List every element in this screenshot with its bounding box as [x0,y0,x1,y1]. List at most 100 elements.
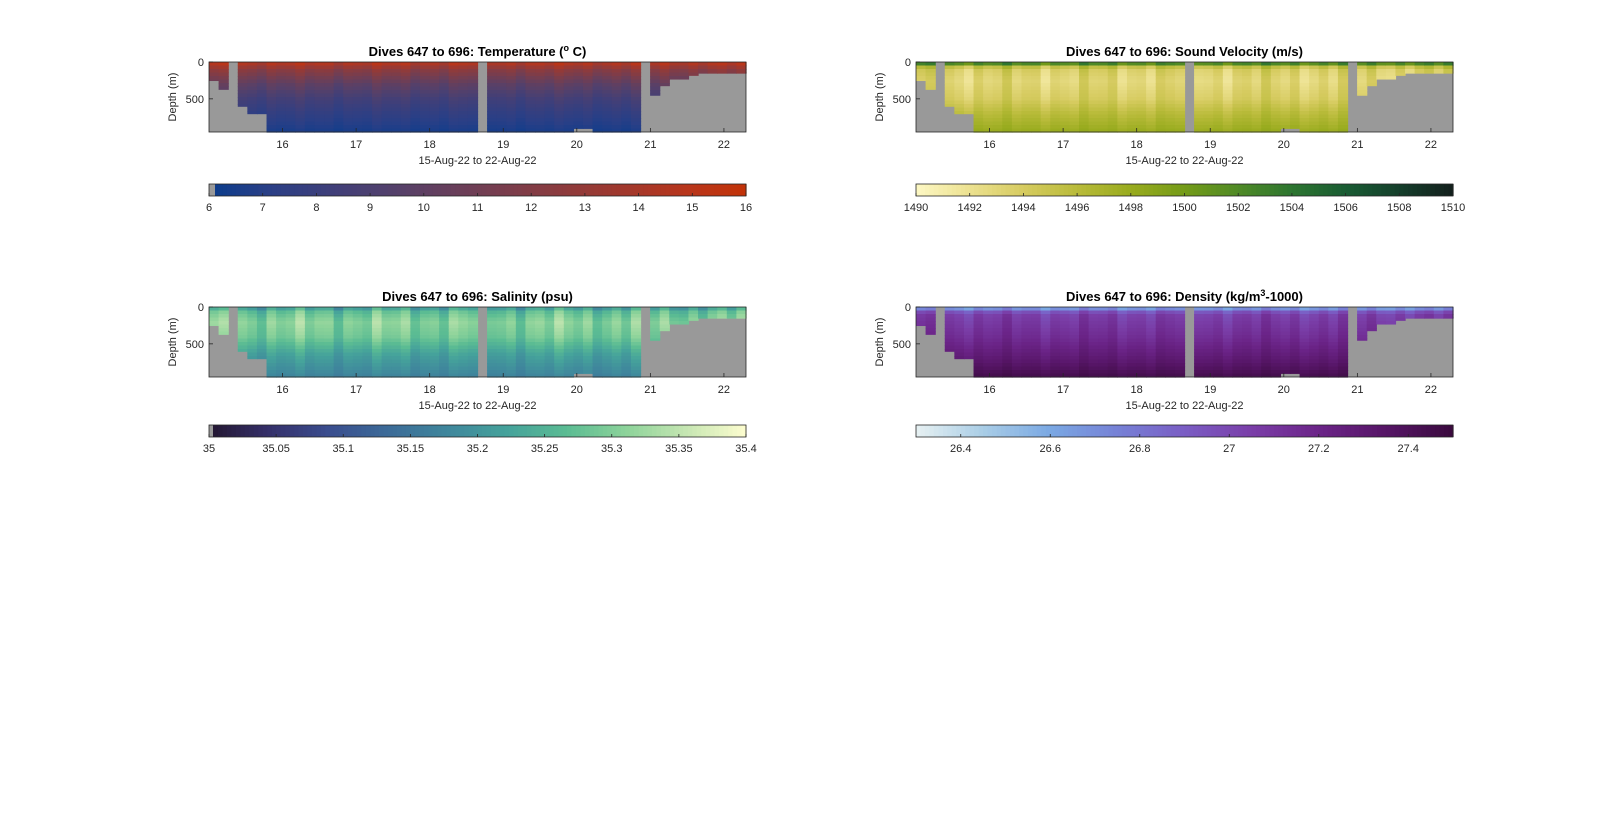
colorbar-segment [1372,184,1378,196]
heatmap-cell [544,324,555,329]
heatmap-cell [1194,62,1205,67]
heatmap-cell [276,359,287,364]
heatmap-cell [467,86,479,91]
heatmap-cell [573,310,584,315]
heatmap-cell [1155,317,1166,322]
heatmap-cell [1069,317,1080,322]
heatmap-cell [1424,314,1435,319]
heatmap-cell [592,356,603,361]
heatmap-cell [266,335,277,340]
colorbar-segment [459,184,465,196]
heatmap-cell [1213,321,1224,326]
heatmap-cell [1021,69,1032,74]
colorbar-segment [701,184,707,196]
colorbar-segment [235,425,241,437]
heatmap-cell [487,342,498,347]
heatmap-cell [391,307,402,312]
heatmap-cell [1126,125,1138,130]
heatmap-cell [1117,373,1128,378]
heatmap-cell [1011,310,1023,315]
heatmap-cell [391,338,402,343]
heatmap-cell [295,370,306,375]
heatmap-cell [736,72,747,74]
colorbar-segment [728,425,734,437]
heatmap-cell [1031,307,1042,312]
heatmap-cell [295,307,306,312]
heatmap-cell [362,366,373,371]
heatmap-cell [496,310,507,315]
heatmap-cell [209,69,220,74]
heatmap-cell [916,76,927,81]
heatmap-cell [1318,72,1329,77]
heatmap-cell [1203,328,1214,333]
colorbar-tick-label: 1504 [1280,202,1304,214]
heatmap-cell [1155,345,1166,350]
heatmap-cell [1011,345,1023,350]
heatmap-cell [1414,307,1425,312]
heatmap-cell [602,349,613,354]
heatmap-cell [285,342,296,347]
heatmap-cell [1031,349,1042,354]
heatmap-cell [992,76,1003,81]
colorbar-segment [1448,184,1454,196]
heatmap-cell [1002,352,1013,357]
heatmap-cell [1174,121,1186,126]
heatmap-cell [467,97,479,102]
heatmap-cell [1031,107,1042,112]
heatmap-cell [266,314,277,319]
heatmap-cell [1146,72,1157,77]
heatmap-cell [1126,373,1138,378]
heatmap-cell [611,79,622,84]
heatmap-cell [611,331,622,336]
heatmap-cell [1299,104,1310,109]
heatmap-cell [266,104,277,109]
heatmap-cell [1280,321,1291,326]
heatmap-cell [1098,86,1109,91]
heatmap-cell [1222,72,1234,77]
heatmap-cell [1098,352,1109,357]
colorbar-segment [1023,184,1029,196]
heatmap-cell [448,97,459,102]
colorbar-segment [1027,184,1033,196]
heatmap-cell [1050,359,1061,364]
heatmap-cell [1433,72,1445,74]
heatmap-cell [304,111,316,116]
heatmap-cell [1107,356,1118,361]
heatmap-cell [1299,338,1310,343]
heatmap-cell [1318,317,1329,322]
heatmap-cell [285,321,296,326]
heatmap-cell [1337,359,1349,364]
colorbar-segment [643,425,649,437]
colorbar-segment [732,184,738,196]
heatmap-cell [247,62,258,67]
heatmap-cell [506,111,517,116]
heatmap-cell [992,114,1003,119]
heatmap-cell [515,373,527,378]
heatmap-cell [1337,121,1349,126]
heatmap-cell [1357,314,1368,319]
colorbar-segment [1372,425,1378,437]
heatmap-cell [324,352,335,357]
colorbar-segment [486,184,492,196]
heatmap-cell [1280,104,1291,109]
heatmap-cell [391,62,402,67]
heatmap-cell [515,90,527,95]
heatmap-cell [1107,100,1118,105]
heatmap-cell [1069,86,1080,91]
heatmap-cell [1251,79,1262,84]
heatmap-cell [1155,111,1166,116]
heatmap-cell [333,79,344,84]
heatmap-cell [1261,359,1272,364]
heatmap-cell [487,100,498,105]
heatmap-cell [1405,62,1416,67]
colorbar-segment [714,184,720,196]
heatmap-cell [707,317,718,319]
heatmap-cell [276,356,287,361]
heatmap-cell [1337,76,1349,81]
heatmap-cell [963,100,975,105]
heatmap-cell [1011,307,1023,312]
heatmap-cell [963,104,975,109]
heatmap-cell [448,104,459,109]
heatmap-cell [1203,359,1214,364]
heatmap-cell [343,86,354,91]
